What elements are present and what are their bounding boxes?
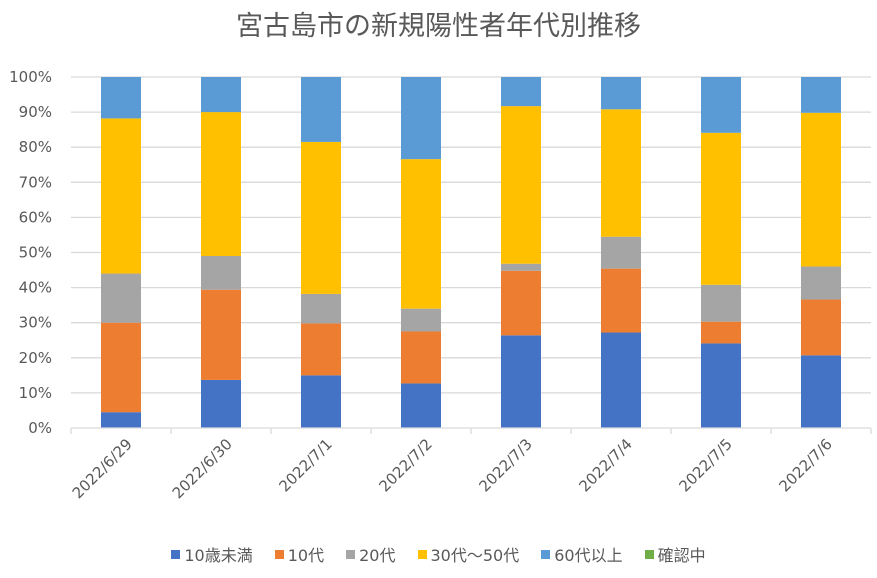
bar-segment (401, 159, 441, 309)
legend-label: 10歳未満 (184, 546, 253, 565)
legend-label: 30代～50代 (430, 546, 520, 565)
bar-segment (701, 132, 741, 285)
bar-segment (401, 383, 441, 428)
y-tick-label: 40% (19, 279, 52, 297)
bar-segment (301, 77, 341, 142)
bar-segment (701, 321, 741, 344)
legend-swatch (346, 549, 356, 559)
bar-segment (701, 77, 741, 133)
bar-segment (101, 118, 141, 274)
y-tick-label: 10% (19, 384, 52, 402)
bar-segment (601, 236, 641, 269)
bar-segment (801, 112, 841, 267)
bar-segment (101, 412, 141, 428)
legend-label: 60代以上 (554, 546, 623, 565)
legend-label: 20代 (359, 546, 396, 565)
legend-item: 60代以上 (541, 542, 623, 566)
y-tick-label: 100% (9, 68, 52, 86)
legend-swatch (541, 549, 551, 559)
bar-segment (401, 331, 441, 384)
legend-label: 10代 (287, 546, 325, 565)
bar-segment (301, 141, 341, 294)
x-tick-label: 2022/7/4 (575, 435, 635, 495)
legend-item: 20代 (346, 542, 396, 566)
y-tick-label: 30% (19, 314, 52, 332)
bar-segment (201, 289, 241, 380)
bar-segment (501, 263, 541, 271)
bar-segment (301, 293, 341, 324)
y-tick-label: 20% (19, 349, 52, 367)
bar-segment (401, 77, 441, 160)
y-tick-label: 80% (19, 138, 52, 156)
y-tick-label: 70% (19, 173, 52, 191)
x-tick-label: 2022/6/30 (169, 435, 236, 502)
bar-segment (201, 256, 241, 290)
x-tick-label: 2022/7/6 (775, 435, 835, 495)
legend-item: 確認中 (644, 542, 706, 566)
bar-segment (101, 77, 141, 119)
legend-item: 10代 (274, 542, 325, 566)
bar-segment (101, 273, 141, 323)
bar-segment (801, 266, 841, 300)
legend-item: 30代～50代 (417, 542, 520, 566)
bar-segment (601, 332, 641, 428)
y-tick-label: 60% (19, 208, 52, 226)
y-tick-label: 0% (28, 419, 52, 437)
legend-item: 10歳未満 (171, 542, 253, 566)
bar-segment (301, 323, 341, 376)
bar-segment (301, 375, 341, 428)
x-tick-label: 2022/7/3 (475, 435, 535, 495)
chart-title: 宮古島市の新規陽性者年代別推移 (236, 11, 641, 42)
legend-label: 確認中 (657, 546, 706, 565)
bar-segment (801, 299, 841, 356)
x-tick-label: 2022/7/5 (675, 435, 735, 495)
bar-segment (201, 379, 241, 428)
plot-area: 0% 10% 20% 30% 40% 50% 60% 70% 80% 90% 100% 2022/6/… (9, 68, 872, 502)
y-tick-label: 50% (19, 244, 52, 262)
bar-segment (501, 270, 541, 336)
bar-segment (601, 109, 641, 237)
x-tick-label: 2022/6/29 (69, 435, 136, 502)
bar-segment (701, 284, 741, 322)
bar-segment (501, 106, 541, 264)
x-tick-label: 2022/7/2 (375, 435, 435, 495)
bar-segment (201, 77, 241, 113)
legend-swatch (274, 549, 284, 559)
bar-segment (501, 335, 541, 428)
bar-segment (601, 268, 641, 333)
legend-swatch (171, 549, 181, 559)
bar-segment (401, 308, 441, 332)
legend-swatch (417, 549, 427, 559)
bar-segment (101, 322, 141, 413)
bar-segment (801, 77, 841, 113)
x-tick-label: 2022/7/1 (275, 435, 335, 495)
legend-swatch (644, 549, 654, 559)
bar-segment (701, 343, 741, 428)
bar-segment (601, 77, 641, 110)
y-tick-label: 90% (19, 103, 52, 121)
legend: 10歳未満 10代 20代 30代～50代 60代以上 確認中 (0, 542, 877, 566)
bar-segment (801, 355, 841, 428)
bar-segment (201, 112, 241, 257)
bar-segment (501, 77, 541, 107)
